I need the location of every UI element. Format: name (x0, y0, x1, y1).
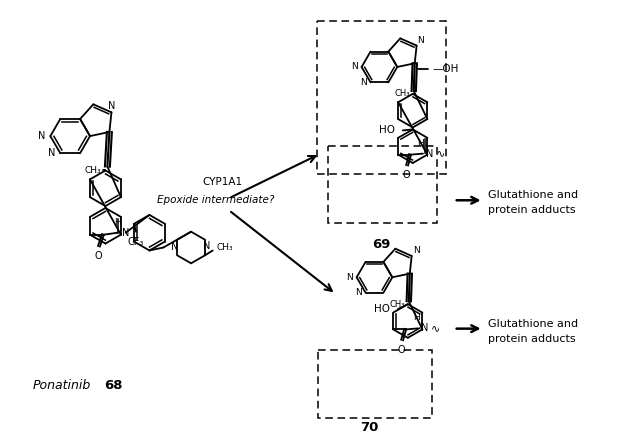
Text: N: N (351, 62, 358, 71)
Text: N: N (360, 78, 367, 87)
Text: protein adducts: protein adducts (489, 205, 576, 215)
Text: N: N (203, 241, 211, 252)
Text: H: H (413, 314, 420, 323)
Text: O: O (398, 345, 405, 355)
Text: 68: 68 (104, 379, 122, 392)
Text: O: O (403, 171, 410, 180)
Text: protein adducts: protein adducts (489, 334, 576, 343)
Text: HO: HO (379, 125, 395, 136)
Text: CH₃: CH₃ (389, 300, 405, 309)
Text: 70: 70 (360, 421, 379, 434)
Bar (328, 146, 437, 223)
Text: N: N (346, 273, 353, 282)
Text: N: N (426, 148, 434, 159)
Text: CH₃: CH₃ (216, 243, 234, 252)
Text: O: O (94, 252, 102, 261)
Text: N: N (122, 228, 129, 238)
Text: 69: 69 (372, 238, 391, 251)
Text: HO: HO (374, 304, 390, 314)
Text: N: N (421, 323, 429, 334)
Text: ∿: ∿ (436, 148, 445, 159)
Text: N: N (48, 148, 55, 158)
Text: —OH: —OH (432, 64, 459, 74)
Text: N: N (171, 241, 178, 252)
Text: Glutathione and: Glutathione and (489, 319, 579, 329)
Text: H: H (115, 218, 121, 227)
Bar (318, 350, 432, 417)
Text: CH₃: CH₃ (85, 166, 101, 175)
Text: CYP1A1: CYP1A1 (203, 178, 243, 187)
Text: CH₃: CH₃ (394, 89, 410, 98)
Text: CF₃: CF₃ (128, 237, 144, 247)
Text: ∿: ∿ (431, 323, 440, 334)
Text: N: N (418, 35, 424, 45)
Text: N: N (108, 101, 115, 111)
Text: Epoxide intermediate?: Epoxide intermediate? (157, 195, 275, 205)
Text: Glutathione and: Glutathione and (489, 190, 579, 200)
Text: N: N (413, 246, 420, 255)
Text: H: H (418, 139, 424, 148)
Bar (317, 20, 446, 174)
Text: N: N (355, 288, 361, 297)
Text: Ponatinib: Ponatinib (32, 379, 91, 392)
Text: N: N (38, 131, 46, 141)
